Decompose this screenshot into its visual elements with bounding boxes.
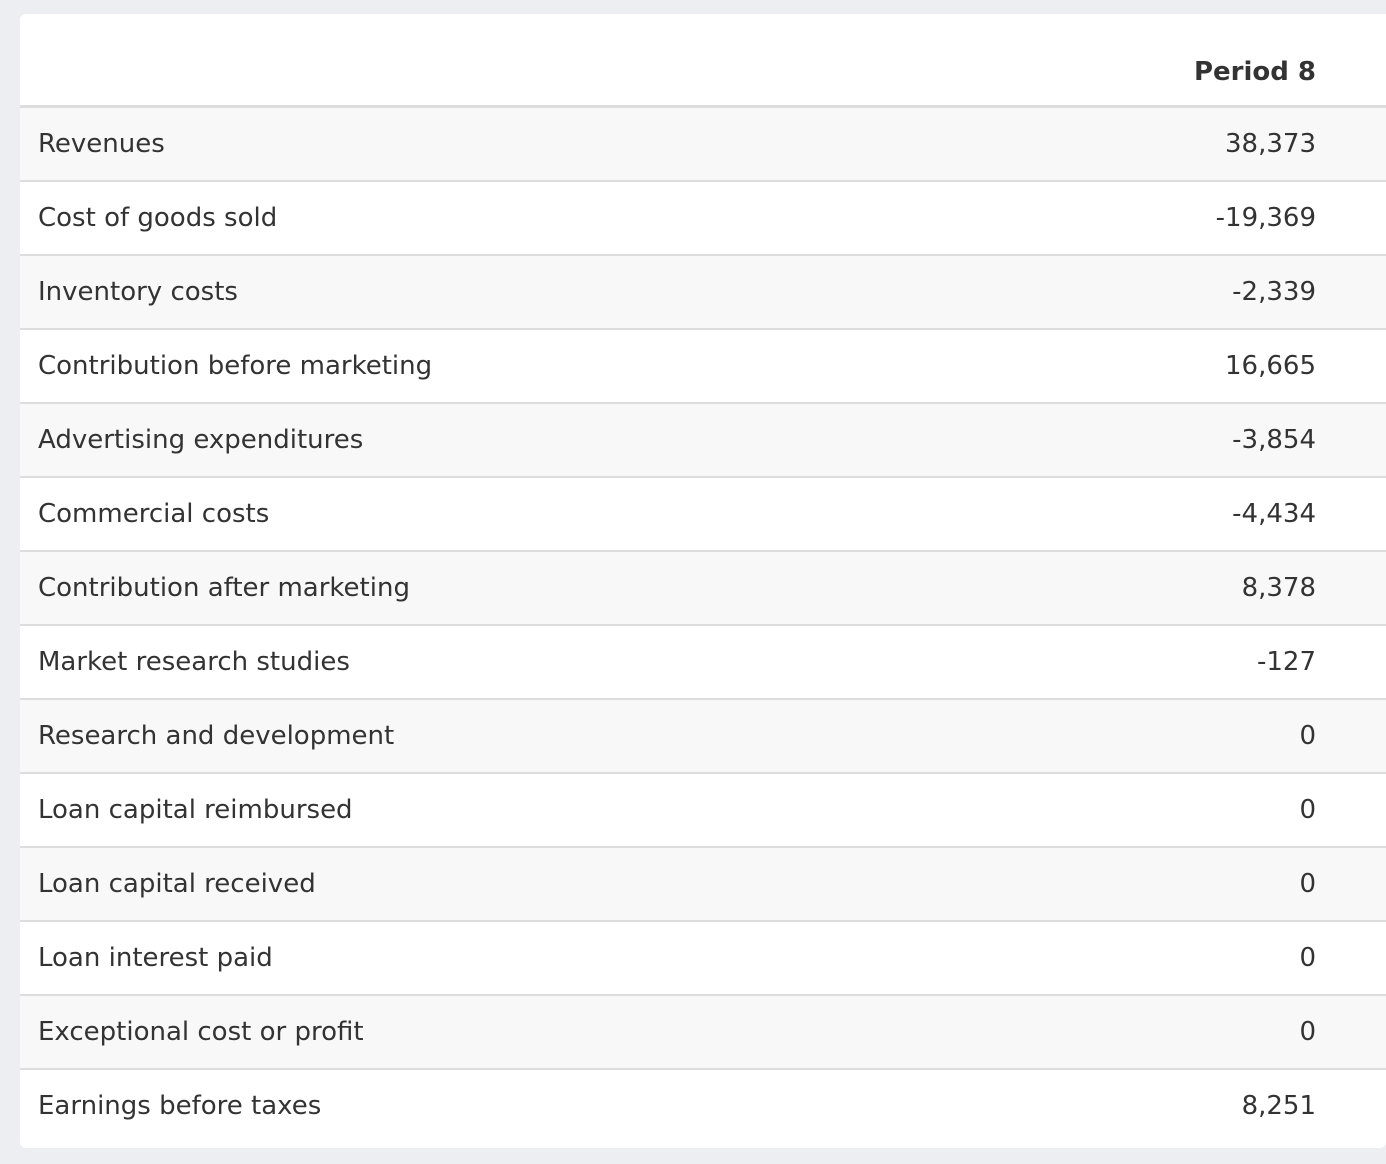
row-label: Advertising expenditures: [38, 425, 364, 455]
row-value: 8,378: [1241, 573, 1316, 603]
row-label: Market research studies: [38, 647, 350, 677]
financial-table-card: Period 8 Revenues 38,373 Cost of goods s…: [20, 14, 1386, 1148]
table-header-row: Period 8: [20, 14, 1386, 108]
row-label: Loan capital received: [38, 869, 316, 899]
row-label: Exceptional cost or profit: [38, 1017, 364, 1047]
row-label: Contribution before marketing: [38, 351, 433, 381]
table-row: Market research studies -127: [20, 626, 1386, 700]
table-row: Cost of goods sold -19,369: [20, 182, 1386, 256]
row-label: Earnings before taxes: [38, 1091, 322, 1121]
table-row: Advertising expenditures -3,854: [20, 404, 1386, 478]
row-label: Revenues: [38, 129, 165, 159]
table-body: Revenues 38,373 Cost of goods sold -19,3…: [20, 108, 1386, 1144]
row-label: Research and development: [38, 721, 395, 751]
table-row: Commercial costs -4,434: [20, 478, 1386, 552]
table-row: Loan interest paid 0: [20, 922, 1386, 996]
row-value: 0: [1299, 869, 1316, 899]
row-value: 8,251: [1241, 1091, 1316, 1121]
row-value: -3,854: [1232, 425, 1316, 455]
row-value: 0: [1299, 721, 1316, 751]
row-value: 16,665: [1225, 351, 1316, 381]
row-value: -19,369: [1215, 203, 1316, 233]
table-row: Contribution before marketing 16,665: [20, 330, 1386, 404]
row-label: Cost of goods sold: [38, 203, 278, 233]
row-label: Contribution after marketing: [38, 573, 410, 603]
table-row: Research and development 0: [20, 700, 1386, 774]
row-value: 0: [1299, 1017, 1316, 1047]
row-value: 0: [1299, 943, 1316, 973]
row-value: -2,339: [1232, 277, 1316, 307]
table-row: Exceptional cost or profit 0: [20, 996, 1386, 1070]
table-row: Earnings before taxes 8,251: [20, 1070, 1386, 1144]
row-label: Commercial costs: [38, 499, 270, 529]
table-row: Inventory costs -2,339: [20, 256, 1386, 330]
row-value: -127: [1256, 647, 1316, 677]
row-label: Loan capital reimbursed: [38, 795, 353, 825]
row-label: Loan interest paid: [38, 943, 273, 973]
row-value: 38,373: [1225, 129, 1316, 159]
table-row: Revenues 38,373: [20, 108, 1386, 182]
table-row: Loan capital reimbursed 0: [20, 774, 1386, 848]
row-label: Inventory costs: [38, 277, 238, 307]
row-value: -4,434: [1232, 499, 1316, 529]
table-row: Loan capital received 0: [20, 848, 1386, 922]
table-row: Contribution after marketing 8,378: [20, 552, 1386, 626]
row-value: 0: [1299, 795, 1316, 825]
column-header-period: Period 8: [1193, 57, 1316, 87]
